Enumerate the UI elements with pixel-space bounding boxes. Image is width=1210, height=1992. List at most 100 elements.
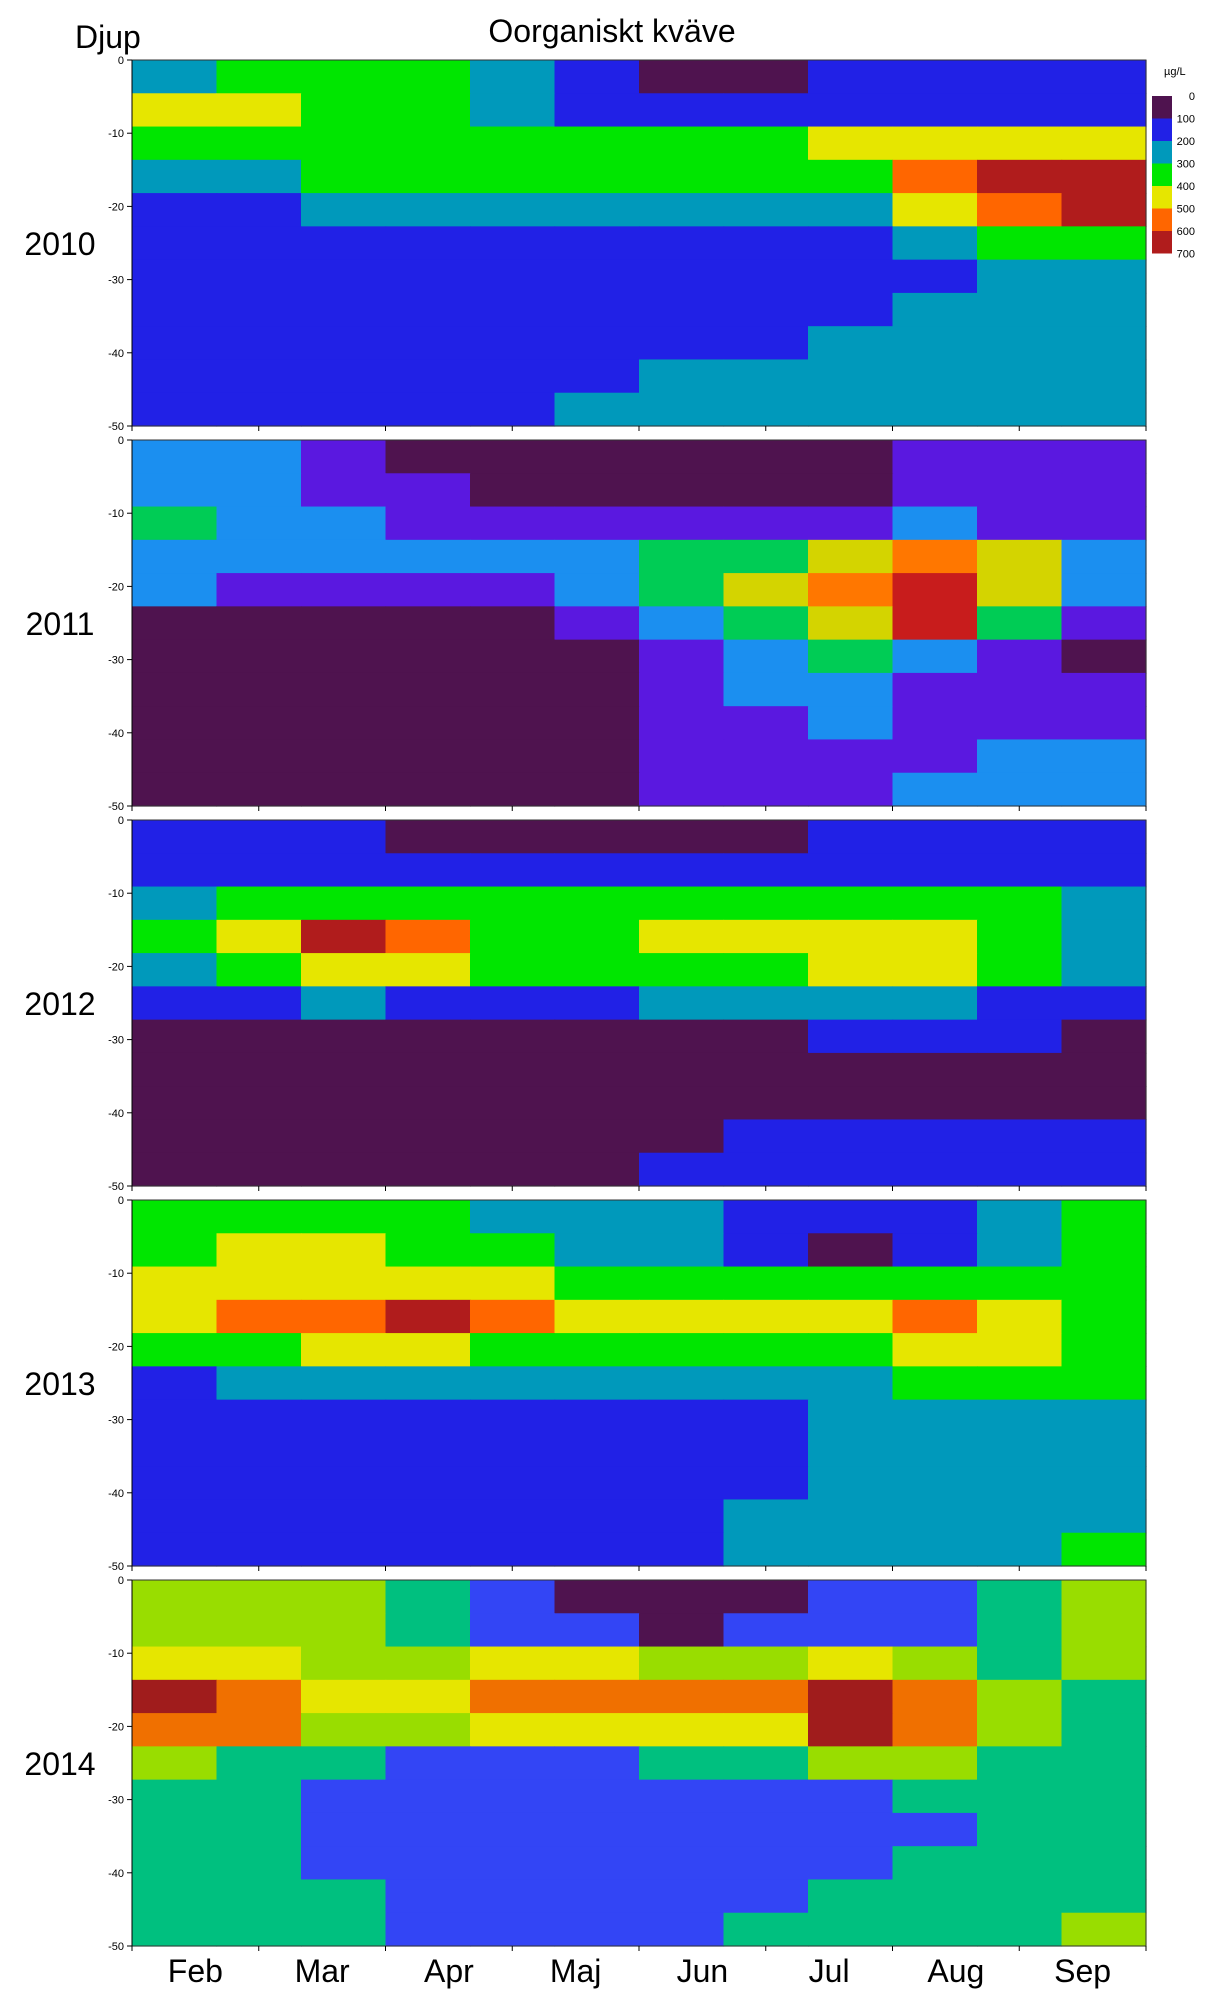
contour-cell (554, 1879, 640, 1914)
contour-cell (1061, 639, 1147, 674)
contour-cell (723, 1299, 809, 1334)
contour-cell (892, 159, 978, 194)
panel-2010: 0 -10 -20 -30 -40 -50 2010 (24, 55, 1147, 433)
contour-cell (808, 159, 894, 194)
contour-cell (723, 1532, 809, 1567)
contour-cell (808, 1366, 894, 1401)
contour-cell (977, 1152, 1063, 1187)
contour-cell (216, 226, 302, 261)
y-tick-label: -20 (108, 1721, 124, 1733)
contour-cell (977, 772, 1063, 807)
contour-cell (977, 359, 1063, 394)
contour-cell (977, 392, 1063, 427)
contour-cell (892, 539, 978, 574)
contour-cell (385, 1846, 471, 1881)
contour-cell (808, 1266, 894, 1301)
contour-cell (892, 1499, 978, 1534)
contour-cell (301, 739, 387, 774)
contour-cell (385, 1052, 471, 1087)
contour-cell (470, 1019, 556, 1054)
contour-cell (892, 919, 978, 954)
contour-cell (723, 1812, 809, 1847)
contour-cell (301, 1466, 387, 1501)
contour-cell (723, 772, 809, 807)
contour-cell (301, 1580, 387, 1614)
contour-cell (470, 919, 556, 954)
contour-cell (132, 639, 218, 674)
contour-cell (977, 1200, 1063, 1234)
contour-cell (132, 1846, 218, 1881)
contour-cell (977, 60, 1063, 94)
contour-cell (639, 1086, 725, 1121)
contour-cell (301, 259, 387, 294)
contour-cell (892, 1713, 978, 1747)
contour-cell (723, 639, 809, 674)
contour-cell (723, 1432, 809, 1467)
contour-cell (132, 93, 218, 128)
contour-cell (1061, 706, 1147, 741)
contour-cell (385, 986, 471, 1021)
contour-cell (977, 1432, 1063, 1467)
contour-cell (301, 919, 387, 954)
contour-cell (977, 1086, 1063, 1121)
contour-cell (132, 1152, 218, 1187)
contour-cell (554, 1466, 640, 1501)
contour-cell (808, 60, 894, 94)
contour-cell (1061, 359, 1147, 394)
contour-cell (301, 639, 387, 674)
contour-cell (892, 1679, 978, 1714)
colorbar: 0 100 200 300 400 500 600 700 (1152, 91, 1195, 261)
contour-cell (554, 159, 640, 194)
contour-cell (639, 506, 725, 541)
contour-cell (554, 292, 640, 327)
contour-cell (639, 1266, 725, 1301)
contour-cell (470, 739, 556, 774)
contour-cell (216, 1200, 302, 1234)
contour-cell (639, 359, 725, 394)
contour-cell (639, 639, 725, 674)
contour-cell (554, 1086, 640, 1121)
contour-cell (216, 1812, 302, 1847)
contour-cell (301, 672, 387, 707)
contour-cell (216, 672, 302, 707)
contour-cell (723, 1366, 809, 1401)
contour-cell (892, 1879, 978, 1914)
contour-cell (977, 506, 1063, 541)
contour-cell (301, 506, 387, 541)
y-tick-label: -10 (108, 1648, 124, 1660)
contour-cell (808, 93, 894, 128)
y-tick-label: -10 (108, 1268, 124, 1280)
contour-cell (301, 1912, 387, 1947)
contour-cell (132, 1613, 218, 1648)
contour-cell (892, 1532, 978, 1567)
y-tick-label: -40 (108, 728, 124, 740)
contour-cell (216, 93, 302, 128)
contour-cell (892, 953, 978, 987)
contour-cell (723, 159, 809, 194)
contour-cell (1061, 326, 1147, 361)
contour-cell (385, 1912, 471, 1947)
contour-cell (723, 853, 809, 888)
contour-cell (216, 1646, 302, 1681)
contour-cell (470, 1200, 556, 1234)
contour-cell (301, 953, 387, 987)
colorbar-tick-label: 400 (1177, 181, 1195, 193)
contour-cell (470, 1846, 556, 1881)
contour-cell (470, 1499, 556, 1534)
contour-cell (808, 1532, 894, 1567)
chart-title: Oorganiskt kväve (488, 13, 735, 49)
contour-cell (892, 1299, 978, 1334)
contour-cell (470, 506, 556, 541)
contour-cell (301, 1846, 387, 1881)
contour-cell (301, 1266, 387, 1301)
contour-cell (723, 739, 809, 774)
contour-cell (1061, 1200, 1147, 1234)
contour-cell (385, 1646, 471, 1681)
contour-cell (808, 1119, 894, 1154)
contour-cell (1061, 772, 1147, 807)
contour-cell (385, 126, 471, 161)
contour-cell (892, 1200, 978, 1234)
contour-cell (892, 1052, 978, 1087)
contour-cell (808, 1333, 894, 1367)
contour-cell (301, 606, 387, 641)
